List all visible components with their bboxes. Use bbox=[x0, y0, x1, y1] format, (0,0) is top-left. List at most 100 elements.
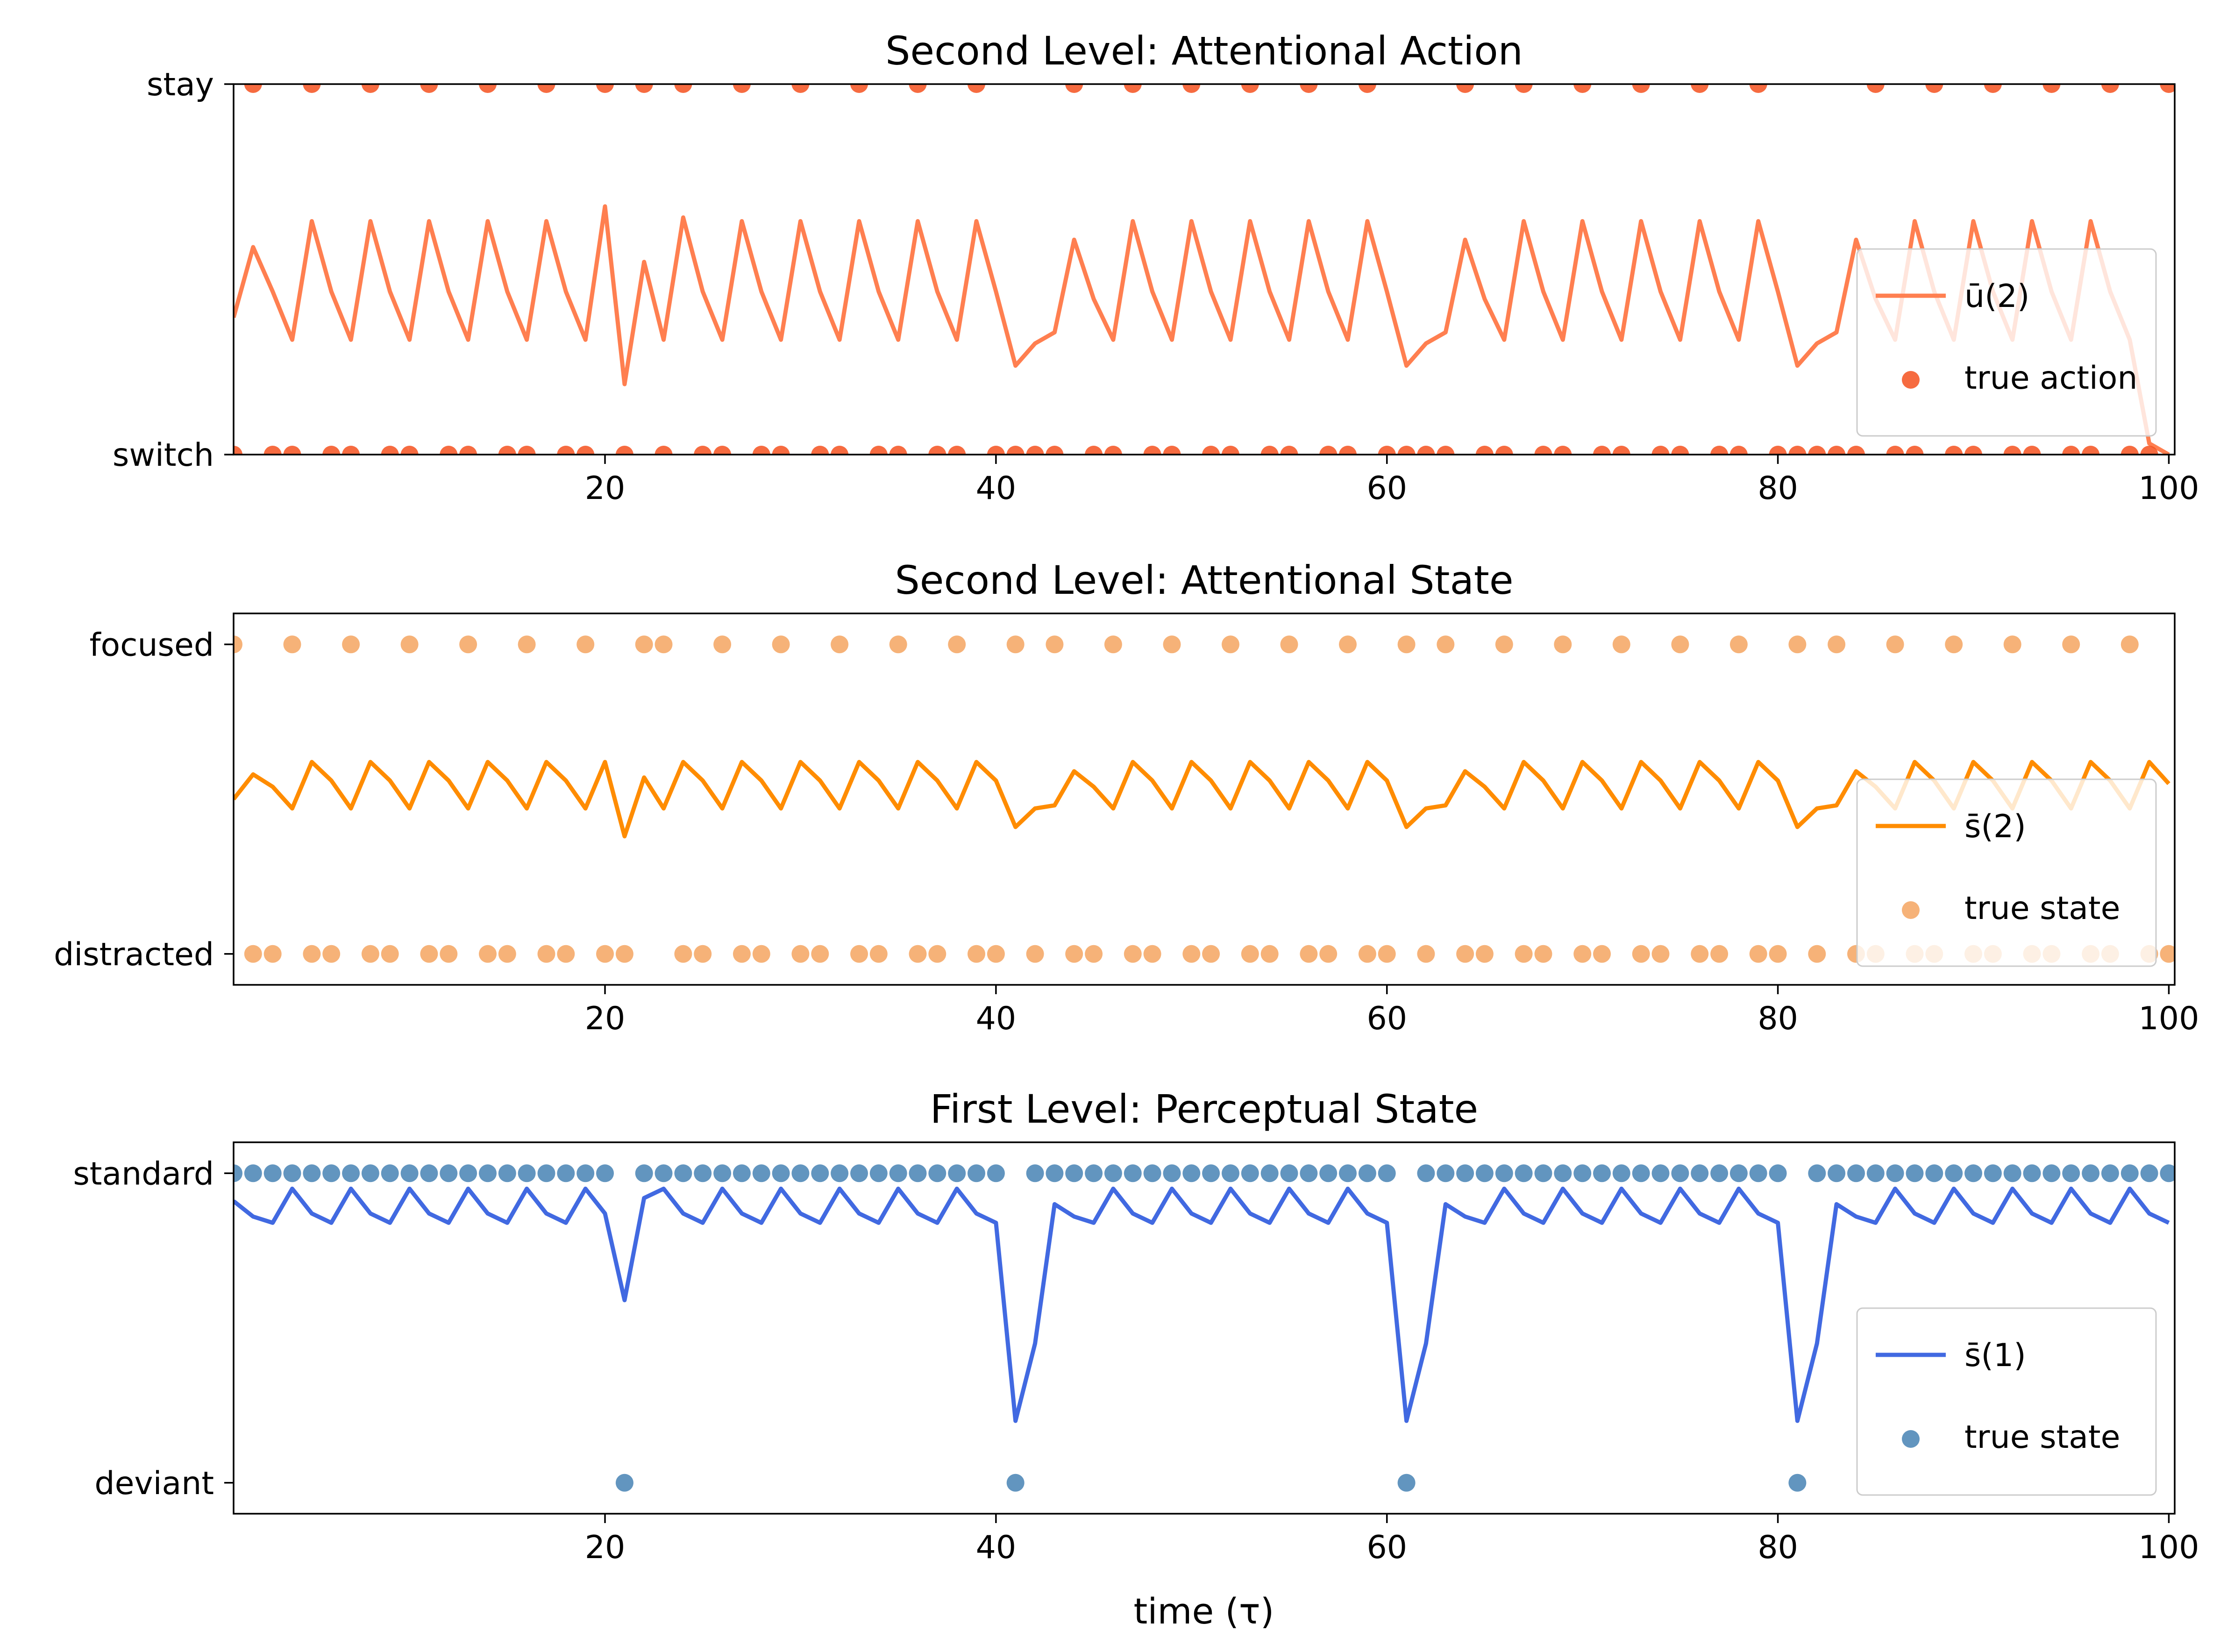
scatter-point bbox=[1124, 1164, 1142, 1182]
scatter-point bbox=[1906, 1164, 1924, 1182]
scatter-point bbox=[1475, 446, 1494, 455]
scatter-point bbox=[909, 84, 927, 93]
scatter-point bbox=[1456, 1164, 1474, 1182]
scatter-point bbox=[655, 635, 673, 654]
scatter-point bbox=[1026, 1164, 1044, 1182]
legend-label: true state bbox=[1964, 890, 2120, 927]
y-tick-label: distracted bbox=[54, 936, 214, 973]
scatter-point bbox=[1651, 446, 1670, 455]
scatter-point bbox=[1358, 945, 1376, 963]
scatter-point bbox=[1319, 945, 1338, 963]
scatter-point bbox=[1065, 945, 1083, 963]
scatter-point bbox=[1515, 1164, 1533, 1182]
scatter-point bbox=[1202, 1164, 1220, 1182]
scatter-point bbox=[1691, 1164, 1709, 1182]
scatter-point bbox=[1182, 84, 1201, 93]
scatter-point bbox=[1495, 1164, 1513, 1182]
scatter-point bbox=[342, 1164, 360, 1182]
scatter-point bbox=[479, 1164, 497, 1182]
scatter-point bbox=[1046, 1164, 1064, 1182]
x-tick-label: 40 bbox=[976, 1529, 1017, 1566]
scatter-point bbox=[1417, 1164, 1435, 1182]
scatter-point bbox=[1710, 446, 1729, 455]
chart-title: Second Level: Attentional State bbox=[895, 557, 1513, 603]
scatter-point bbox=[361, 945, 379, 963]
scatter-point bbox=[694, 446, 712, 455]
scatter-point bbox=[1085, 446, 1103, 455]
scatter-point bbox=[889, 635, 907, 654]
scatter-point bbox=[1671, 635, 1689, 654]
scatter-point bbox=[557, 446, 575, 455]
scatter-point bbox=[1808, 1164, 1826, 1182]
scatter-point bbox=[1828, 635, 1846, 654]
scatter-point bbox=[733, 945, 751, 963]
scatter-point bbox=[1182, 1164, 1201, 1182]
scatter-point bbox=[1202, 945, 1220, 963]
legend-marker-swatch bbox=[1902, 901, 1920, 919]
panel-3: First Level: Perceptual State 20 40 60 80 100… bbox=[73, 1086, 2199, 1566]
scatter-point bbox=[263, 1164, 282, 1182]
y-tick-label: switch bbox=[113, 437, 214, 474]
x-tick-label: 100 bbox=[2139, 470, 2199, 507]
scatter-point bbox=[518, 446, 536, 455]
scatter-point bbox=[1456, 945, 1474, 963]
y-tick-label: standard bbox=[73, 1155, 214, 1192]
scatter-point bbox=[2140, 446, 2158, 455]
scatter-point bbox=[1866, 84, 1885, 93]
scatter-point bbox=[1417, 446, 1435, 455]
scatter-point bbox=[1241, 84, 1259, 93]
panel-2: Second Level: Attentional State 20 40 60 80 1… bbox=[54, 557, 2199, 1037]
scatter-point bbox=[1475, 1164, 1494, 1182]
panel-1: Second Level: Attentional Action 20 40 60 80… bbox=[113, 28, 2199, 507]
scatter-point bbox=[498, 945, 516, 963]
scatter-series bbox=[234, 84, 2175, 455]
scatter-point bbox=[791, 1164, 810, 1182]
scatter-point bbox=[1339, 1164, 1357, 1182]
scatter-point bbox=[1163, 1164, 1181, 1182]
scatter-point bbox=[1222, 635, 1239, 654]
scatter-point bbox=[1847, 1164, 1865, 1182]
scatter-point bbox=[1202, 446, 1220, 455]
scatter-point bbox=[948, 635, 966, 654]
scatter-point bbox=[1065, 84, 1083, 93]
scatter-point bbox=[1319, 1164, 1338, 1182]
scatter-point bbox=[1984, 84, 2002, 93]
scatter-point bbox=[303, 945, 321, 963]
scatter-point bbox=[1866, 1164, 1885, 1182]
scatter-point bbox=[1124, 84, 1142, 93]
scatter-point bbox=[928, 945, 946, 963]
scatter-point bbox=[234, 446, 242, 455]
scatter-point bbox=[576, 1164, 595, 1182]
x-tick-label: 60 bbox=[1366, 470, 1407, 507]
scatter-point bbox=[1260, 446, 1279, 455]
scatter-point bbox=[674, 84, 692, 93]
scatter-point bbox=[1886, 446, 1904, 455]
scatter-point bbox=[1925, 1164, 1943, 1182]
legend-label: ū(2) bbox=[1964, 278, 2029, 315]
scatter-point bbox=[831, 1164, 849, 1182]
scatter-point bbox=[2160, 945, 2175, 963]
scatter-point bbox=[772, 446, 790, 455]
scatter-point bbox=[1788, 1474, 1807, 1492]
scatter-point bbox=[1788, 635, 1807, 654]
scatter-point bbox=[889, 446, 907, 455]
scatter-point bbox=[1906, 446, 1924, 455]
scatter-point bbox=[244, 84, 262, 93]
series-line bbox=[234, 204, 2170, 455]
scatter-point bbox=[459, 1164, 477, 1182]
scatter-point bbox=[1788, 446, 1807, 455]
legend: ū(2) true action bbox=[1856, 248, 2157, 437]
plot-area bbox=[234, 1164, 2175, 1492]
scatter-point bbox=[869, 945, 888, 963]
scatter-point bbox=[869, 446, 888, 455]
chart-title: Second Level: Attentional Action bbox=[885, 28, 1523, 74]
scatter-point bbox=[968, 84, 985, 93]
scatter-point bbox=[1397, 635, 1416, 654]
y-tick-label: stay bbox=[147, 66, 214, 103]
scatter-point bbox=[1397, 1474, 1416, 1492]
scatter-point bbox=[1378, 1164, 1396, 1182]
scatter-point bbox=[635, 1164, 653, 1182]
scatter-point bbox=[1437, 635, 1455, 654]
scatter-point bbox=[283, 635, 301, 654]
